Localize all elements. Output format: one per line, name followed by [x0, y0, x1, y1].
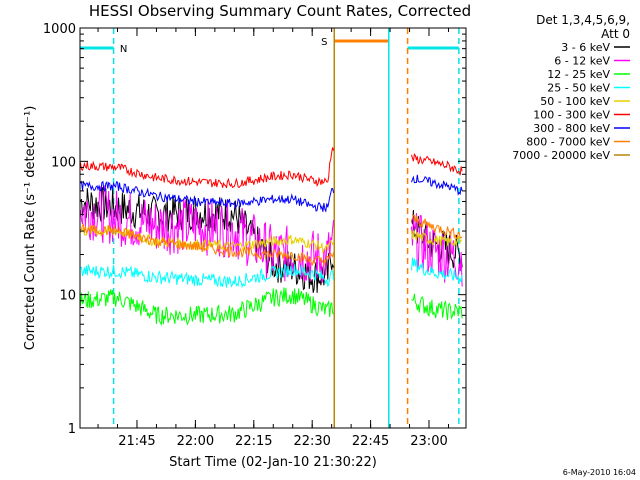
series-line-25-50-kev	[411, 257, 463, 283]
legend-label-100-300-kev: 100 - 300 keV	[533, 109, 610, 122]
series-line-6-12-kev	[411, 212, 463, 287]
legend-label-6-12-kev: 6 - 12 keV	[554, 55, 610, 68]
series-line-25-50-kev	[80, 263, 335, 289]
timestamp: 6-May-2010 16:04	[563, 468, 636, 477]
series-line-300-800-kev	[411, 174, 463, 196]
legend-label-3-6-kev: 3 - 6 keV	[561, 41, 610, 54]
flag-label-n: N	[120, 44, 127, 55]
legend-label-800-7000-kev: 800 - 7000 keV	[526, 136, 610, 149]
y-tick-label: 1000	[43, 22, 76, 37]
x-tick-label: 22:45	[352, 434, 389, 449]
y-axis: 1 10 100 1000	[43, 22, 466, 437]
x-axis: 21:45 22:00 22:15 22:30 22:45 23:00	[97, 28, 449, 449]
series-line-100-300-kev	[80, 147, 335, 189]
legend-label-300-800-kev: 300 - 800 keV	[533, 122, 610, 135]
x-tick-label: 22:15	[235, 434, 272, 449]
legend-header-line-1: Det 1,3,4,5,6,9,	[536, 13, 630, 27]
series-line-100-300-kev	[411, 152, 463, 176]
flag-label-s: S	[321, 37, 327, 48]
legend-label-12-25-kev: 12 - 25 keV	[547, 68, 610, 81]
series-line-800-7000-kev	[80, 222, 335, 266]
observing-flags: NS	[80, 37, 459, 55]
series-line-50-100-kev	[80, 224, 335, 255]
legend-label-25-50-kev: 25 - 50 keV	[547, 82, 610, 95]
y-tick-label: 1	[68, 422, 76, 437]
series-line-50-100-kev	[411, 230, 463, 247]
chart-title: HESSI Observing Summary Count Rates, Cor…	[89, 2, 471, 20]
y-tick-label: 10	[59, 289, 76, 304]
x-axis-label: Start Time (02-Jan-10 21:30:22)	[169, 455, 377, 470]
series-lines	[80, 147, 463, 327]
x-tick-label: 21:45	[118, 434, 155, 449]
x-tick-label: 22:00	[177, 434, 214, 449]
legend-label-7000-20000-kev: 7000 - 20000 keV	[512, 149, 610, 162]
y-tick-label: 100	[51, 155, 76, 170]
legend-label-50-100-kev: 50 - 100 keV	[540, 95, 610, 108]
x-tick-label: 22:30	[293, 434, 330, 449]
y-axis-label: Corrected Count Rate (s⁻¹ detector⁻¹)	[23, 106, 38, 351]
series-line-12-25-kev	[411, 293, 463, 321]
x-tick-label: 23:00	[410, 434, 447, 449]
series-line-300-800-kev	[80, 180, 335, 213]
legend-header-line-2: Att 0	[601, 27, 630, 41]
series-line-800-7000-kev	[411, 214, 463, 240]
series-line-12-25-kev	[80, 287, 334, 327]
